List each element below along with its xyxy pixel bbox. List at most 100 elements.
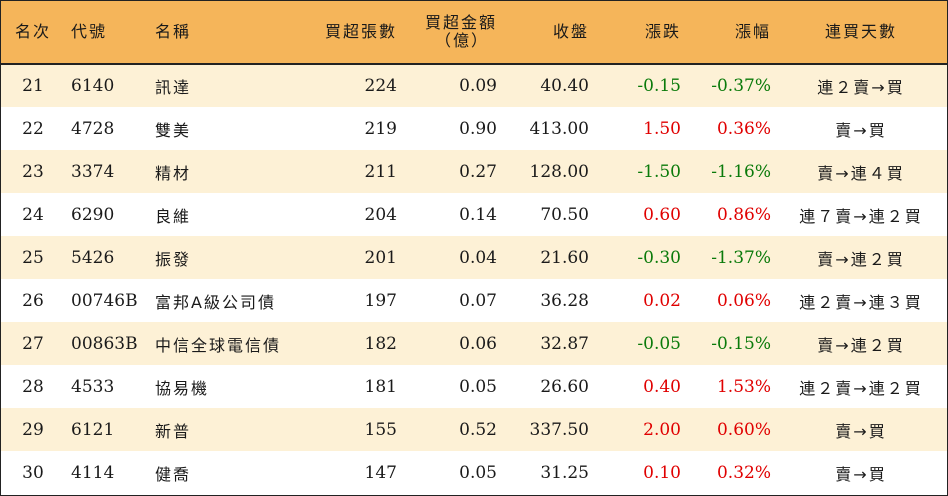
- net-buy-lots-cell: 155: [364, 419, 397, 440]
- header-change-pct: 漲幅: [734, 22, 771, 41]
- table-row: 26 00746B 富邦A級公司債 197 0.07 36.28 0.02 0.06% 連２賣→…: [1, 279, 947, 322]
- change-pct-cell: 0.36%: [716, 118, 771, 139]
- net-buy-lots-cell: 219: [364, 118, 397, 139]
- streak-cell: 賣→買: [835, 464, 887, 484]
- net-buy-lots-cell: 201: [364, 247, 397, 268]
- net-buy-lots-cell: 147: [364, 462, 397, 483]
- net-buy-lots-cell: 181: [364, 376, 397, 397]
- header-rank: 名次: [14, 22, 51, 41]
- change-cell: 0.10: [643, 462, 681, 483]
- code-cell: 6290: [71, 204, 115, 225]
- net-buy-amount-cell: 0.06: [459, 333, 497, 354]
- rank-cell: 29: [22, 419, 44, 440]
- change-cell: 0.40: [643, 376, 681, 397]
- streak-cell: 賣→買: [835, 120, 887, 140]
- header-close: 收盤: [552, 22, 589, 41]
- change-cell: 0.60: [643, 204, 681, 225]
- code-cell: 3374: [71, 161, 115, 182]
- name-cell: 健喬: [155, 464, 192, 484]
- net-buy-amount-cell: 0.09: [401, 63, 501, 107]
- change-cell: 1.50: [643, 118, 681, 139]
- net-buy-amount-cell: 0.90: [459, 118, 497, 139]
- streak-cell: 連２賣→連２買: [799, 378, 923, 398]
- header-streak: 連買天數: [824, 22, 897, 41]
- code-cell: 5426: [71, 247, 115, 268]
- streak-cell: 賣→連４買: [817, 163, 905, 183]
- header-net-buy-amount-line2: （億）: [434, 31, 489, 50]
- code-cell: 4114: [71, 462, 115, 483]
- name-cell: 中信全球電信債: [155, 335, 282, 355]
- name-cell: 協易機: [155, 378, 210, 398]
- close-price-cell: 21.60: [540, 247, 589, 268]
- header-name: 名稱: [155, 22, 192, 41]
- table-row: 28 4533 協易機 181 0.05 26.60 0.40 1.53% 連２賣→連２買: [1, 365, 947, 408]
- net-buy-amount-cell: 0.52: [459, 419, 497, 440]
- change-cell: -0.30: [637, 247, 681, 268]
- table-header-row: 名次 代號 名稱 買超張數 買超金額 （億） 收盤 漲跌 漲幅 連買天數: [1, 1, 947, 64]
- rank-cell: 26: [22, 290, 44, 311]
- close-price-cell: 31.25: [540, 462, 589, 483]
- streak-cell: 連２賣→買: [775, 63, 947, 107]
- change-cell: 2.00: [643, 419, 681, 440]
- net-buy-lots-cell: 211: [364, 161, 397, 182]
- close-price-cell: 413.00: [529, 118, 589, 139]
- rank-cell: 24: [22, 204, 44, 225]
- net-buy-amount-cell: 0.27: [459, 161, 497, 182]
- name-cell: 振發: [155, 249, 192, 269]
- change-pct-cell: 0.60%: [716, 419, 771, 440]
- change-pct-cell: 0.86%: [716, 204, 771, 225]
- net-buy-lots-cell: 197: [364, 290, 397, 311]
- streak-cell: 連７賣→連２買: [799, 206, 923, 226]
- code-cell: 00863B: [71, 333, 138, 354]
- name-cell: 雙美: [155, 120, 192, 140]
- header-net-buy-amount-line1: 買超金額: [424, 13, 497, 32]
- close-price-cell: 128.00: [529, 161, 589, 182]
- table-row: 25 5426 振發 201 0.04 21.60 -0.30 -1.37% 賣→連２買: [1, 236, 947, 279]
- code-cell: 00746B: [71, 290, 138, 311]
- rank-cell: 30: [22, 462, 44, 483]
- close-price-cell: 337.50: [529, 419, 589, 440]
- rank-cell: 22: [22, 118, 44, 139]
- close-price-cell: 26.60: [540, 376, 589, 397]
- header-net-buy-lots: 買超張數: [324, 22, 397, 41]
- change-pct-cell: -0.37%: [685, 63, 775, 107]
- code-cell: 4533: [71, 376, 115, 397]
- table-row: 27 00863B 中信全球電信債 182 0.06 32.87 -0.05 -0.15% 賣→…: [1, 322, 947, 365]
- rank-cell: 23: [22, 161, 44, 182]
- change-cell: -0.15: [593, 63, 685, 107]
- change-pct-cell: 0.06%: [716, 290, 771, 311]
- net-buy-lots-cell: 182: [364, 333, 397, 354]
- change-pct-cell: 0.32%: [716, 462, 771, 483]
- change-cell: -1.50: [637, 161, 681, 182]
- header-change: 漲跌: [644, 22, 681, 41]
- streak-cell: 賣→連２買: [817, 335, 905, 355]
- streak-cell: 賣→買: [835, 421, 887, 441]
- change-pct-cell: -1.16%: [711, 161, 771, 182]
- close-price-cell: 32.87: [540, 333, 589, 354]
- header-net-buy-amount: 買超金額 （億）: [401, 1, 501, 64]
- net-buy-amount-cell: 0.14: [459, 204, 497, 225]
- streak-cell: 連２賣→連３買: [799, 292, 923, 312]
- net-buy-amount-cell: 0.05: [459, 376, 497, 397]
- table-row: 22 4728 雙美 219 0.90 413.00 1.50 0.36% 賣→買: [1, 107, 947, 150]
- net-buy-amount-cell: 0.04: [459, 247, 497, 268]
- table-body: 21 6140 訊達 224 0.09 40.40 -0.15 -0.37% 連２賣→買 22 47…: [1, 63, 947, 494]
- net-buy-amount-cell: 0.05: [459, 462, 497, 483]
- rank-cell: 21: [1, 63, 65, 107]
- change-pct-cell: -1.37%: [711, 247, 771, 268]
- code-cell: 4728: [71, 118, 115, 139]
- close-price-cell: 36.28: [540, 290, 589, 311]
- name-cell: 訊達: [151, 63, 311, 107]
- code-cell: 6121: [71, 419, 115, 440]
- table-row: 29 6121 新普 155 0.52 337.50 2.00 0.60% 賣→買: [1, 408, 947, 451]
- change-pct-cell: -0.15%: [711, 333, 771, 354]
- net-buy-lots-cell: 204: [364, 204, 397, 225]
- close-price-cell: 70.50: [540, 204, 589, 225]
- header-code: 代號: [71, 22, 108, 41]
- name-cell: 富邦A級公司債: [155, 292, 276, 312]
- close-price-cell: 40.40: [501, 63, 593, 107]
- change-cell: -0.05: [637, 333, 681, 354]
- net-buy-amount-cell: 0.07: [459, 290, 497, 311]
